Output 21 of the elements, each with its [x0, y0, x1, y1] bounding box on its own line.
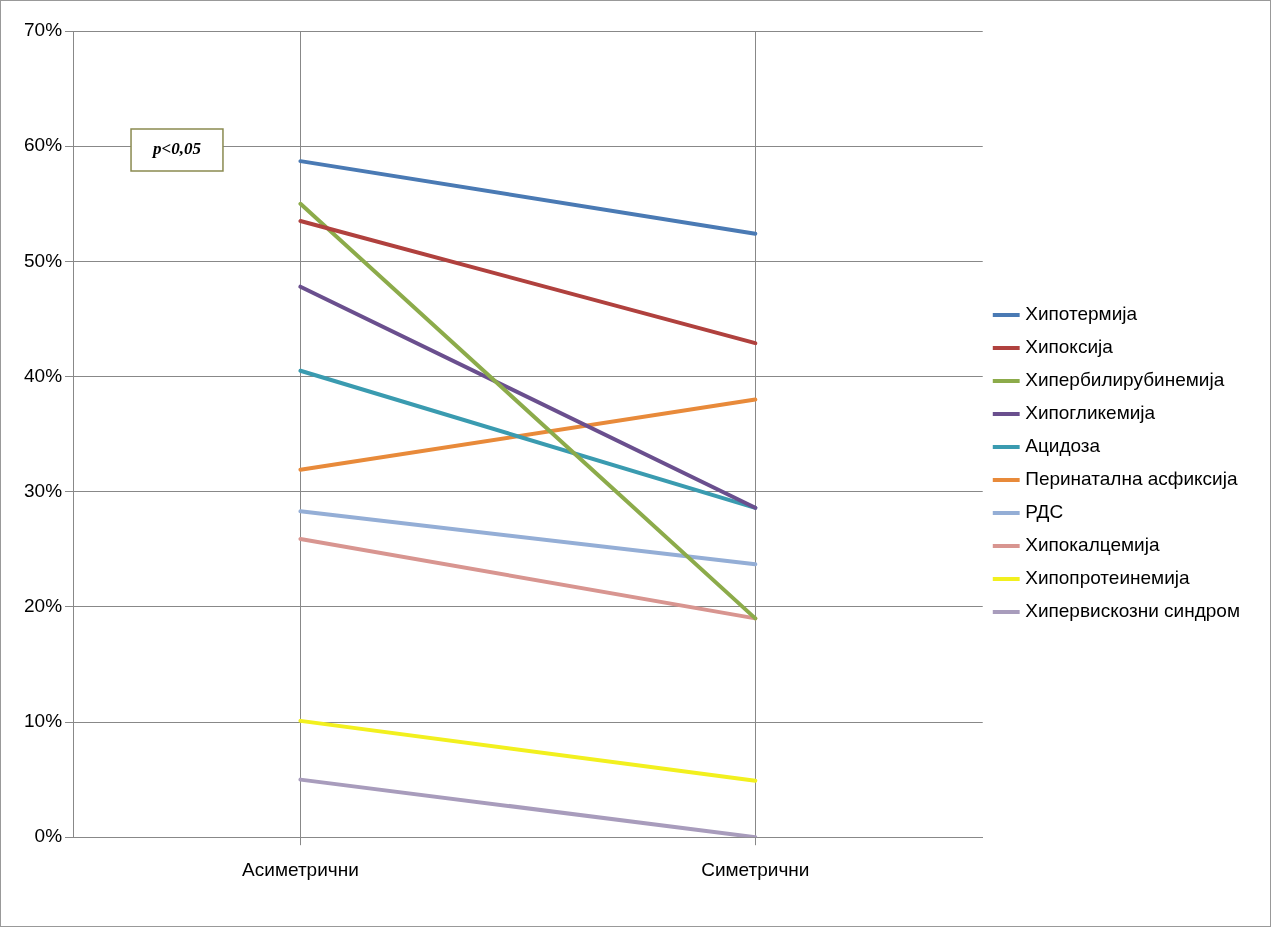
y-tick-label: 60%	[24, 134, 63, 156]
legend-label: Хипокалцемија	[1025, 534, 1160, 556]
y-tick-label: 20%	[24, 595, 63, 617]
legend-label: Хипоксија	[1025, 336, 1114, 358]
y-tick-label: 50%	[24, 249, 63, 271]
legend-label: Хипотермија	[1025, 303, 1138, 325]
y-tick-label: 40%	[24, 364, 63, 386]
annotation: p<0,05	[151, 139, 202, 159]
legend-label: Хипербилирубинемија	[1025, 369, 1225, 391]
legend-label: Хипервискозни синдром	[1025, 600, 1240, 622]
legend-label: Хипогликемија	[1025, 402, 1156, 424]
y-tick-label: 0%	[34, 825, 63, 847]
legend-label: РДС	[1025, 501, 1064, 523]
x-tick-label: Симетрични	[701, 858, 810, 880]
y-tick-label: 10%	[24, 710, 63, 732]
y-tick-label: 30%	[24, 479, 63, 501]
legend-label: Ацидоза	[1025, 435, 1101, 457]
y-tick-label: 70%	[24, 19, 63, 41]
legend-label: Перинатална асфиксија	[1025, 468, 1238, 490]
legend-label: Хипопротеинемија	[1025, 567, 1190, 589]
x-tick-label: Асиметрични	[242, 858, 359, 880]
